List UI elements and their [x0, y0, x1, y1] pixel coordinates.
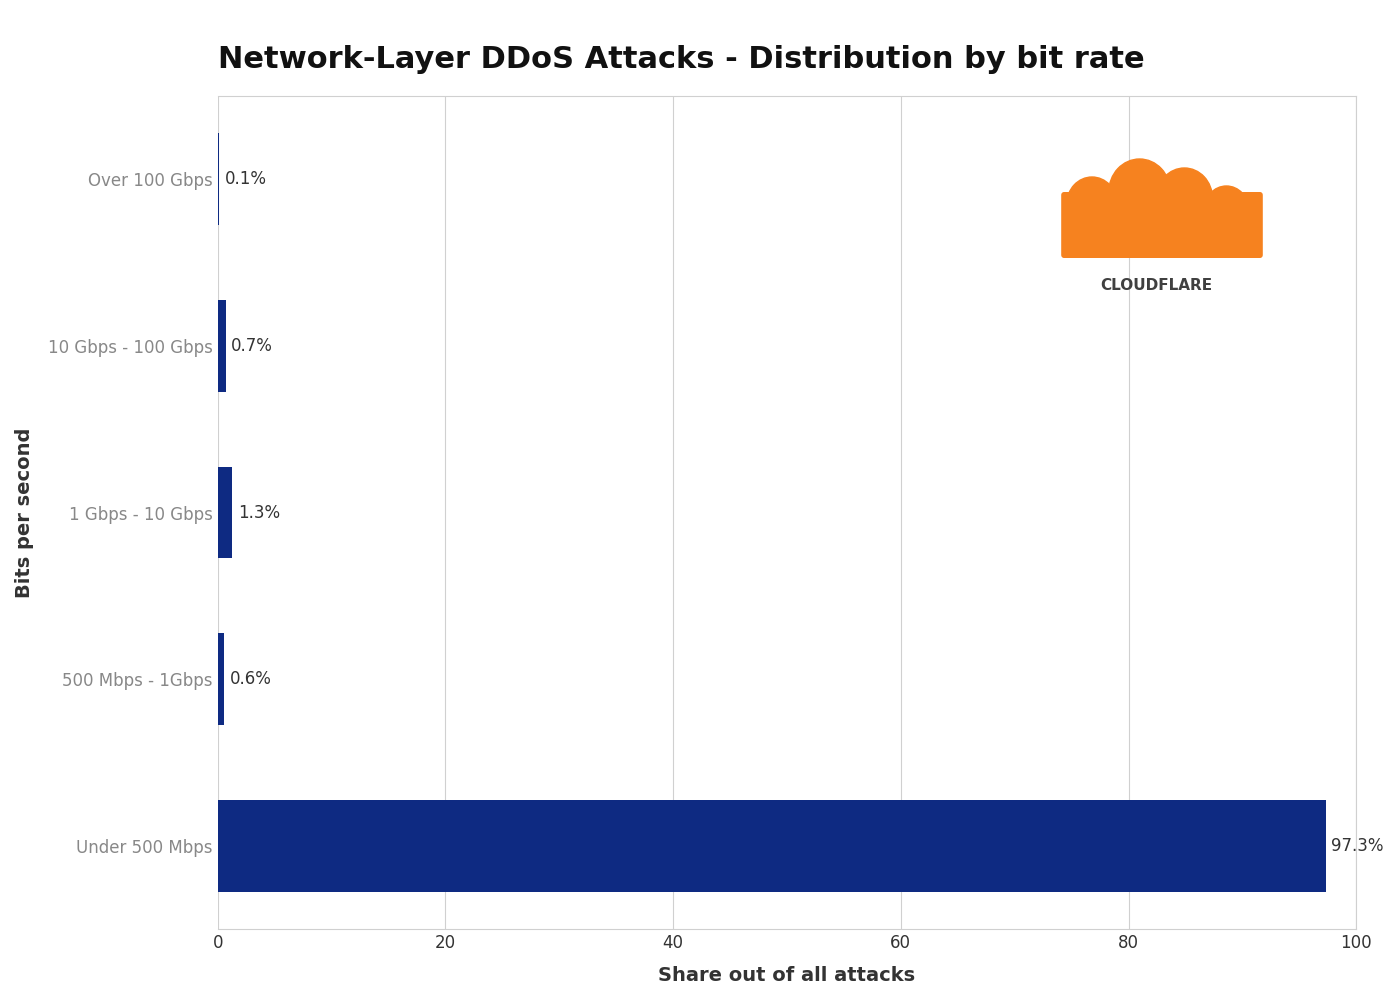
Text: Network-Layer DDoS Attacks - Distribution by bit rate: Network-Layer DDoS Attacks - Distributio…	[217, 45, 1144, 74]
Text: 0.6%: 0.6%	[230, 670, 272, 688]
Bar	[217, 300, 225, 392]
Text: 97.3%: 97.3%	[1331, 837, 1383, 855]
Text: 0.7%: 0.7%	[231, 337, 273, 355]
Circle shape	[1109, 159, 1170, 225]
X-axis label: Share out of all attacks: Share out of all attacks	[658, 966, 916, 985]
FancyBboxPatch shape	[1061, 192, 1263, 258]
Circle shape	[1156, 168, 1212, 228]
Text: 0.1%: 0.1%	[224, 170, 266, 188]
Y-axis label: Bits per second: Bits per second	[15, 427, 34, 598]
Bar	[217, 467, 232, 558]
Bar	[217, 633, 224, 725]
Bar	[217, 800, 1326, 892]
Text: CLOUDFLARE: CLOUDFLARE	[1100, 277, 1212, 292]
Circle shape	[1204, 186, 1249, 234]
Text: 1.3%: 1.3%	[238, 504, 280, 522]
Circle shape	[1067, 177, 1117, 231]
